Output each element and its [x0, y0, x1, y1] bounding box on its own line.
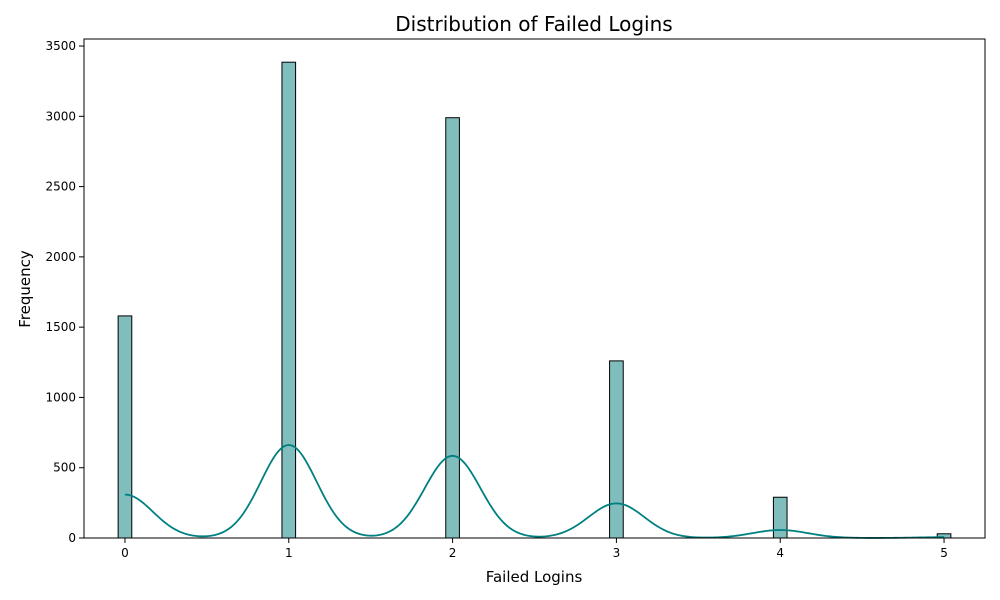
y-tick-label: 0 [68, 531, 76, 545]
y-axis-label: Frequency [16, 250, 34, 328]
kde-curve [124, 444, 945, 539]
x-tick-label: 3 [613, 546, 621, 560]
y-tick-label: 1000 [45, 390, 76, 404]
x-tick-label: 0 [121, 546, 129, 560]
y-tick-label: 2000 [45, 250, 76, 264]
y-tick-label: 2500 [45, 180, 76, 194]
histogram-bar-1 [281, 61, 297, 539]
histogram-bar-3 [609, 360, 624, 539]
y-tick-label: 500 [53, 461, 76, 475]
x-axis-ticks: 0 1 2 3 4 5 [121, 538, 948, 560]
x-tick-label: 2 [449, 546, 457, 560]
x-axis-label: Failed Logins [486, 568, 583, 586]
plot-frame [83, 38, 986, 539]
histogram-bar-0 [117, 315, 133, 539]
y-tick-label: 3000 [45, 109, 76, 123]
y-tick-label: 1500 [45, 320, 76, 334]
x-tick-label: 5 [940, 546, 948, 560]
chart-title: Distribution of Failed Logins [395, 12, 672, 36]
y-tick-label: 3500 [45, 39, 76, 53]
bars-group [117, 61, 952, 539]
x-tick-label: 1 [285, 546, 293, 560]
y-axis-ticks: 0 500 1000 1500 2000 2500 3000 3500 [45, 39, 84, 545]
histogram-bar-2 [445, 117, 460, 539]
histogram-bar-4 [772, 496, 788, 539]
x-tick-label: 4 [776, 546, 784, 560]
